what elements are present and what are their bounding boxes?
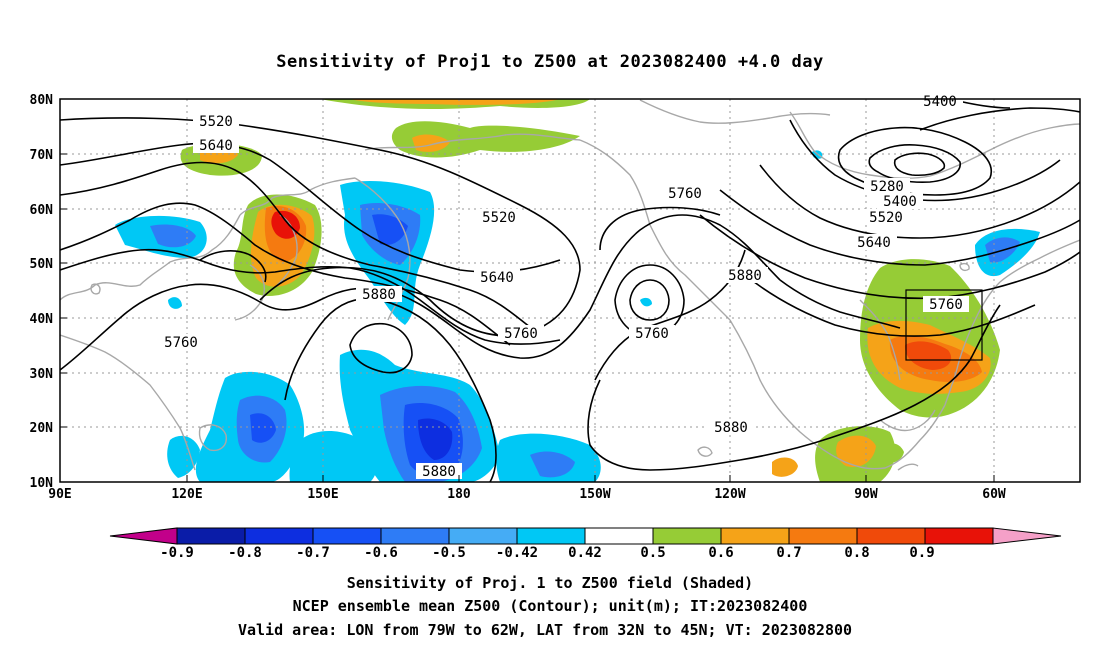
z500-contours bbox=[60, 99, 1080, 482]
colorbar-label: 0.8 bbox=[844, 545, 869, 561]
contour-label: 5520 bbox=[869, 210, 903, 226]
positive-patch-caribbean bbox=[878, 443, 904, 463]
contour-label: 5400 bbox=[923, 94, 957, 110]
colorbar-swatch bbox=[380, 527, 450, 545]
positive-patch-japan-max bbox=[271, 210, 300, 239]
sensitivity-shading bbox=[115, 99, 1040, 482]
caption: Sensitivity of Proj. 1 to Z500 field (Sh… bbox=[238, 574, 852, 639]
contour-label: 5760 bbox=[635, 326, 669, 342]
contour-label: 5400 bbox=[883, 194, 917, 210]
caption-line-2: NCEP ensemble mean Z500 (Contour); unit(… bbox=[293, 597, 808, 615]
lat-tick-label: 80N bbox=[30, 93, 54, 108]
colorbar-label: -0.42 bbox=[496, 545, 538, 561]
colorbar-swatch bbox=[720, 527, 790, 545]
colorbar-swatch bbox=[448, 527, 518, 545]
colorbar-swatch bbox=[924, 527, 994, 545]
caption-line-1: Sensitivity of Proj. 1 to Z500 field (Sh… bbox=[347, 574, 753, 592]
contour-label: 5640 bbox=[199, 138, 233, 154]
contour-label: 5280 bbox=[870, 179, 904, 195]
lat-tick-label: 70N bbox=[30, 148, 54, 163]
negative-patch-mongolia-core bbox=[150, 224, 196, 248]
colorbar-swatch bbox=[856, 527, 926, 545]
colorbar-label: 0.7 bbox=[776, 545, 801, 561]
contour-label: 5640 bbox=[480, 270, 514, 286]
negative-patch-central-pacific bbox=[289, 430, 377, 482]
contour-label: 5760 bbox=[164, 335, 198, 351]
colorbar-swatches bbox=[109, 527, 1062, 545]
colorbar-label: -0.6 bbox=[364, 545, 398, 561]
colorbar-extend-high bbox=[992, 527, 1062, 545]
colorbar-swatch bbox=[312, 527, 382, 545]
colorbar: -0.9 -0.8 -0.7 -0.6 -0.5 -0.42 0.42 0.5 … bbox=[109, 527, 1062, 561]
negative-patch-dateline-core bbox=[418, 418, 453, 460]
contour-label: 5760 bbox=[668, 186, 702, 202]
negative-patch-small-asia bbox=[168, 297, 182, 309]
colorbar-label: -0.8 bbox=[228, 545, 262, 561]
contour-label: 5520 bbox=[482, 210, 516, 226]
lon-tick-label: 180 bbox=[447, 487, 471, 502]
colorbar-swatch bbox=[652, 527, 722, 545]
negative-patch-kamchatka-dark bbox=[372, 214, 408, 246]
contour-label: 5760 bbox=[929, 297, 963, 313]
longitude-axis: 90E 120E 150E 180 150W 120W 90W 60W bbox=[48, 475, 1006, 502]
contour-label: 5880 bbox=[714, 420, 748, 436]
colorbar-extend-low bbox=[109, 527, 178, 545]
positive-patch-us-east-core bbox=[904, 341, 952, 370]
contour-label: 5520 bbox=[199, 114, 233, 130]
colorbar-label: 0.5 bbox=[640, 545, 665, 561]
negative-patch-philippines bbox=[167, 435, 200, 478]
lat-tick-label: 30N bbox=[30, 367, 54, 382]
lon-tick-label: 150E bbox=[307, 487, 338, 502]
lat-tick-label: 60N bbox=[30, 203, 54, 218]
colorbar-labels: -0.9 -0.8 -0.7 -0.6 -0.5 -0.42 0.42 0.5 … bbox=[160, 545, 935, 561]
lat-tick-label: 50N bbox=[30, 257, 54, 272]
negative-patch-tropics-west-dark bbox=[250, 413, 276, 443]
contour-label: 5880 bbox=[728, 268, 762, 284]
positive-patch-arctic-top-core bbox=[350, 99, 560, 105]
lat-tick-label: 40N bbox=[30, 312, 54, 327]
lat-tick-label: 20N bbox=[30, 421, 54, 436]
colorbar-label: 0.9 bbox=[909, 545, 934, 561]
graticule bbox=[60, 99, 1080, 482]
latitude-axis: 80N 70N 60N 50N 40N 30N 20N 10N bbox=[30, 93, 67, 491]
positive-patch-bering-core bbox=[412, 134, 450, 152]
positive-patch-pacific-small bbox=[772, 457, 798, 477]
contour-label: 5760 bbox=[504, 326, 538, 342]
negative-patch-east-tropics-core bbox=[530, 451, 575, 478]
lon-tick-label: 60W bbox=[982, 487, 1006, 502]
map-title: Sensitivity of Proj1 to Z500 at 20230824… bbox=[276, 52, 823, 72]
colorbar-label: -0.7 bbox=[296, 545, 330, 561]
lon-tick-label: 90E bbox=[48, 487, 71, 502]
map-plot-area bbox=[60, 99, 1080, 482]
colorbar-swatch bbox=[244, 527, 314, 545]
colorbar-label: 0.42 bbox=[568, 545, 602, 561]
contour-label: 5880 bbox=[362, 287, 396, 303]
valid-area-box bbox=[905, 289, 983, 361]
colorbar-swatch bbox=[176, 527, 246, 545]
caption-line-3: Valid area: LON from 79W to 62W, LAT fro… bbox=[238, 621, 852, 639]
colorbar-swatch bbox=[788, 527, 858, 545]
contour-labels: 5520 5640 5520 5640 5760 5880 5760 5760 … bbox=[158, 94, 969, 480]
lon-tick-label: 120W bbox=[714, 487, 745, 502]
lon-tick-label: 90W bbox=[854, 487, 878, 502]
colorbar-label: 0.6 bbox=[708, 545, 733, 561]
map-frame bbox=[59, 98, 1081, 483]
colorbar-label: -0.9 bbox=[160, 545, 194, 561]
contour-label: 5880 bbox=[422, 464, 456, 480]
lon-tick-label: 150W bbox=[579, 487, 610, 502]
colorbar-label: -0.5 bbox=[432, 545, 466, 561]
colorbar-swatch bbox=[584, 527, 654, 545]
lat-tick-label: 10N bbox=[30, 476, 54, 491]
negative-patch-small-pacific bbox=[640, 297, 652, 307]
lon-tick-label: 120E bbox=[171, 487, 202, 502]
contour-label: 5640 bbox=[857, 235, 891, 251]
colorbar-swatch bbox=[516, 527, 586, 545]
